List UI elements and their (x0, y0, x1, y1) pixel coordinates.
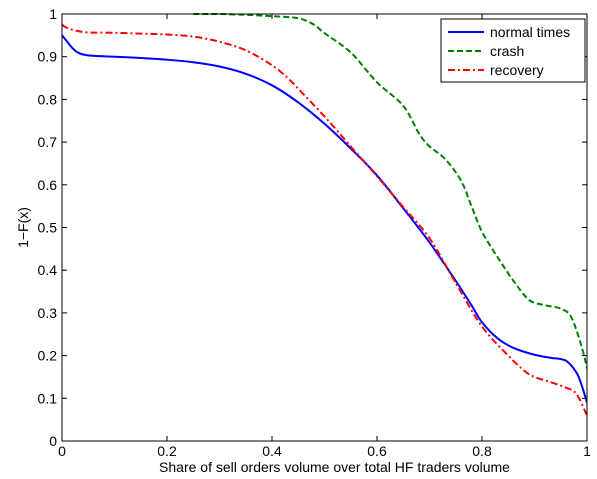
y-tick-label: 0.2 (38, 348, 58, 364)
y-tick-label: 0.5 (38, 220, 58, 236)
series-line-normal-times (62, 34, 587, 403)
x-tick-label: 0.8 (472, 443, 492, 459)
y-tick-label: 0.9 (38, 49, 58, 65)
x-tick-label: 0.4 (262, 443, 282, 459)
y-axis-label: 1−F(x) (15, 207, 31, 248)
y-tick-label: 0.1 (38, 390, 58, 406)
x-tick-label: 0.6 (367, 443, 387, 459)
legend-entry: crash (490, 43, 524, 59)
x-tick-label: 1 (583, 443, 591, 459)
legend: normal times crash recovery (440, 18, 586, 83)
legend-box (440, 18, 586, 83)
y-tick-label: 0.6 (38, 177, 58, 193)
y-tick-label: 0.8 (38, 91, 58, 107)
legend-entry: normal times (490, 24, 570, 40)
y-tick-label: 0.4 (38, 262, 58, 278)
y-tick-label: 0.3 (38, 305, 58, 321)
y-tick-label: 1 (49, 6, 57, 22)
axes-layer: 0 0.2 0.4 0.6 0.8 1 0 0.1 0.2 0.3 0.4 0.5 0.6 0.7 0.8 0… (15, 6, 591, 475)
x-axis-label: Share of sell orders volume over total H… (159, 459, 510, 475)
y-tick-label: 0.7 (38, 134, 58, 150)
y-tick-label: 0 (49, 433, 57, 449)
series-line-crash (193, 13, 587, 369)
x-tick-label: 0 (58, 443, 66, 459)
series-line-recovery (62, 23, 587, 416)
curves-layer (62, 13, 587, 416)
x-tick-label: 0.2 (157, 443, 177, 459)
legend-entry: recovery (490, 62, 544, 78)
